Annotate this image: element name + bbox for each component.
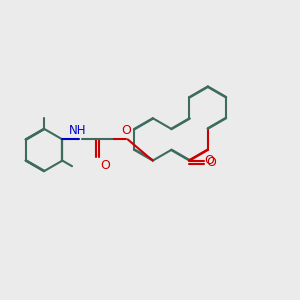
- Text: O: O: [207, 156, 217, 169]
- Text: O: O: [121, 124, 131, 137]
- Text: O: O: [204, 154, 214, 166]
- Text: O: O: [100, 158, 110, 172]
- Text: NH: NH: [69, 124, 86, 137]
